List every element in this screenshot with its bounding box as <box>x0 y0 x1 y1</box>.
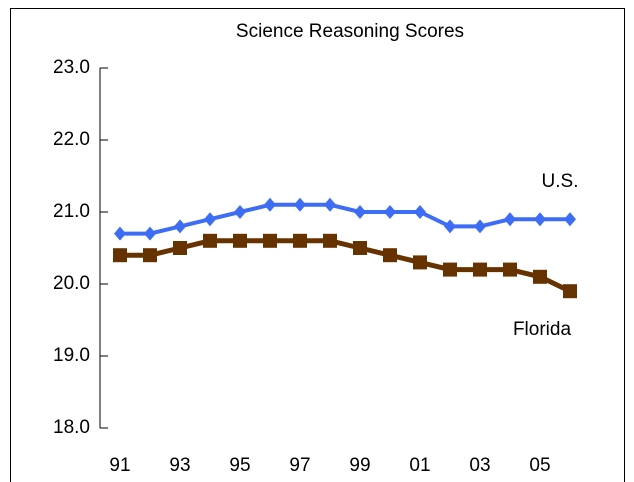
marker <box>354 205 366 219</box>
marker <box>263 233 277 248</box>
marker <box>293 233 307 248</box>
marker <box>443 262 457 277</box>
marker <box>204 212 216 227</box>
y-tick-label: 19.0 <box>53 345 90 366</box>
marker <box>353 241 367 255</box>
marker <box>414 205 426 219</box>
y-tick-label: 21.0 <box>53 201 90 222</box>
x-tick-label: 95 <box>229 455 250 476</box>
x-tick-label: 99 <box>349 455 370 476</box>
y-tick-label: 18.0 <box>53 417 90 438</box>
x-tick-label: 03 <box>469 455 490 476</box>
marker <box>114 226 126 241</box>
y-tick-label: 23.0 <box>53 57 90 78</box>
series-line <box>120 202 570 236</box>
marker <box>144 226 156 241</box>
marker <box>324 197 336 212</box>
marker <box>264 197 276 212</box>
marker <box>413 255 427 270</box>
marker <box>233 233 247 248</box>
series-label: Florida <box>513 319 572 340</box>
marker <box>503 262 517 277</box>
marker <box>143 248 157 263</box>
marker <box>563 284 577 299</box>
marker <box>444 219 456 234</box>
x-tick-label: 01 <box>409 455 430 476</box>
x-tick-label: 05 <box>529 455 550 476</box>
marker <box>234 205 246 219</box>
marker <box>533 269 547 284</box>
marker <box>383 248 397 263</box>
marker <box>294 197 306 212</box>
marker <box>113 248 127 263</box>
marker <box>564 212 576 227</box>
y-tick-label: 20.0 <box>53 273 90 294</box>
marker <box>473 262 487 277</box>
marker <box>323 233 337 248</box>
y-tick-label: 22.0 <box>53 129 90 150</box>
marker <box>173 241 187 255</box>
marker <box>203 233 217 248</box>
x-tick-label: 93 <box>169 455 190 476</box>
chart-title: Science Reasoning Scores <box>236 21 464 42</box>
marker <box>474 219 486 234</box>
series-line <box>120 238 572 294</box>
marker <box>174 219 186 234</box>
marker <box>504 212 516 227</box>
chart-frame <box>10 8 625 482</box>
series-label: U.S. <box>542 171 579 192</box>
x-tick-label: 91 <box>109 455 130 476</box>
marker <box>534 212 546 227</box>
marker <box>384 205 396 219</box>
x-tick-label: 97 <box>289 455 310 476</box>
